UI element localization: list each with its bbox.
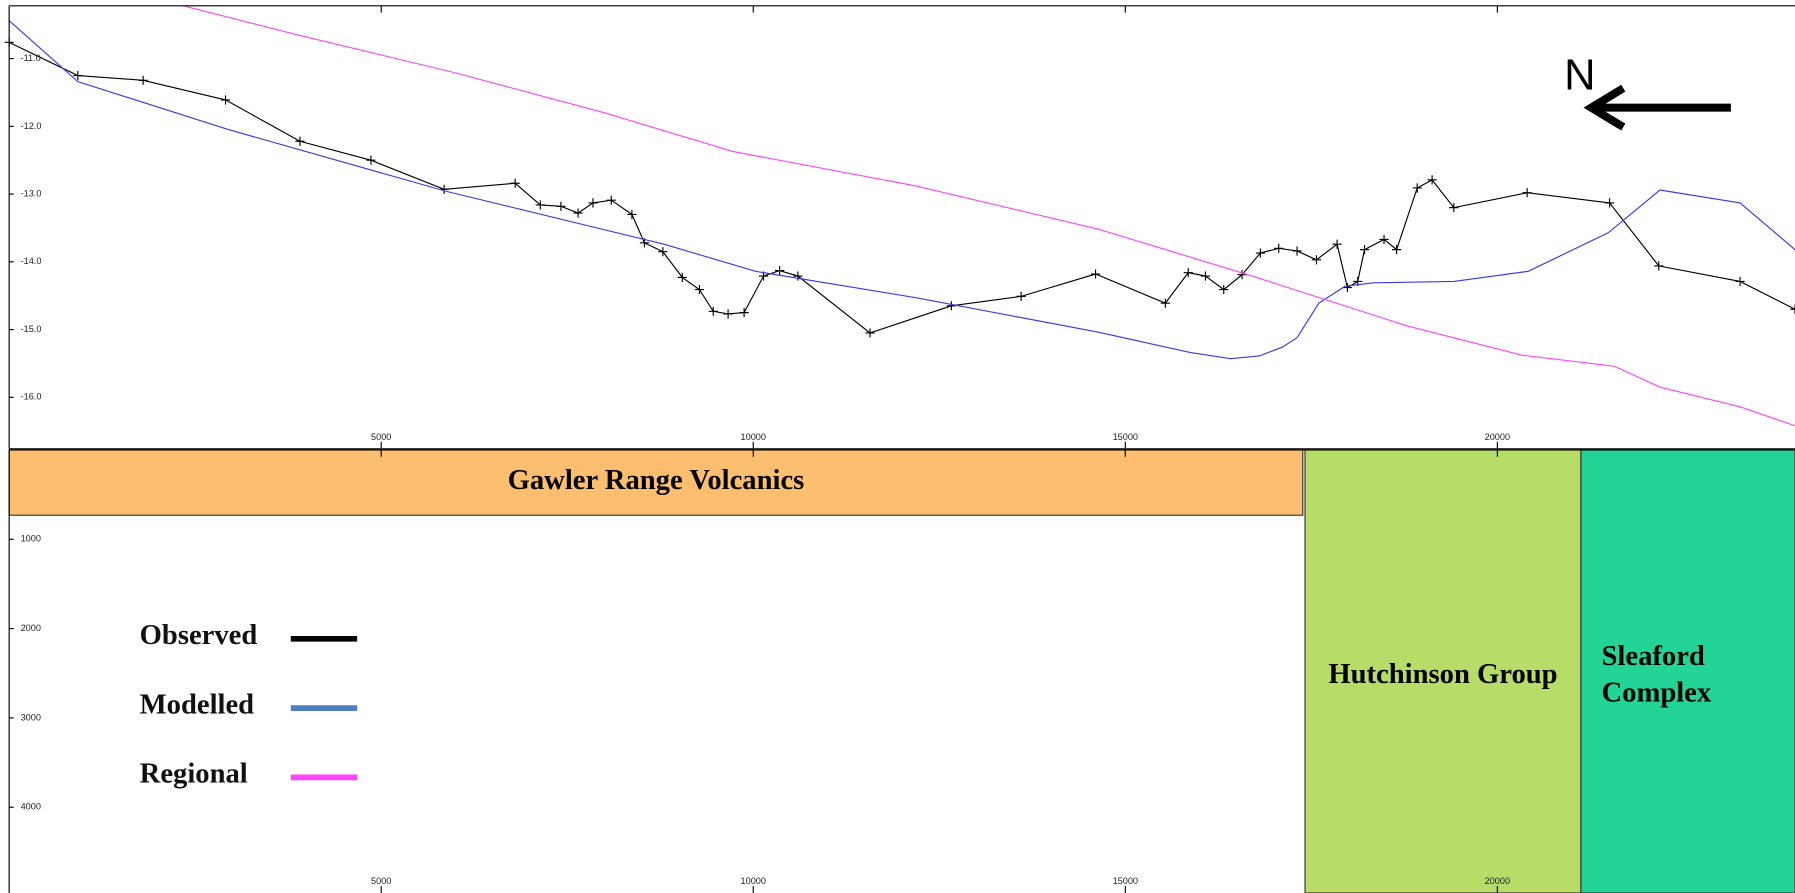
body-label: Gawler Range Volcanics bbox=[508, 465, 805, 496]
panel-section: Gawler Range Volcanics Hutchinson Group Sl… bbox=[8, 449, 1795, 893]
body-label: Sleaford bbox=[1602, 641, 1705, 672]
data-marker bbox=[1274, 243, 1284, 253]
legend-label: Regional bbox=[140, 759, 248, 790]
data-marker bbox=[1735, 276, 1745, 287]
data-marker bbox=[1200, 271, 1211, 281]
y-tick-label: -12.0 bbox=[21, 121, 42, 131]
data-marker bbox=[865, 328, 875, 338]
x-tick-label: 15000 bbox=[1113, 876, 1138, 886]
data-marker bbox=[1654, 261, 1664, 271]
data-marker bbox=[1237, 270, 1247, 280]
data-marker bbox=[138, 75, 148, 85]
data-marker bbox=[1016, 291, 1026, 301]
data-marker bbox=[1090, 269, 1101, 279]
north-label: N bbox=[1564, 51, 1595, 99]
y-tick-label: -13.0 bbox=[21, 189, 42, 199]
series-line bbox=[8, 41, 1795, 334]
data-marker bbox=[739, 308, 749, 318]
data-marker bbox=[1522, 188, 1532, 198]
data-marker bbox=[793, 271, 803, 281]
series-line bbox=[182, 5, 1795, 427]
data-marker bbox=[1255, 248, 1265, 258]
arrow-head bbox=[1583, 84, 1626, 131]
y-tick-label: 3000 bbox=[21, 712, 41, 722]
data-marker bbox=[627, 209, 637, 219]
data-marker bbox=[1183, 268, 1193, 278]
x-tick-label: 10000 bbox=[741, 432, 766, 442]
y-tick-label: -15.0 bbox=[21, 324, 42, 334]
data-marker bbox=[1427, 175, 1437, 185]
data-marker bbox=[1332, 239, 1342, 249]
data-marker bbox=[1604, 198, 1615, 208]
geologic-body bbox=[8, 449, 1304, 516]
data-marker bbox=[1342, 282, 1353, 293]
data-marker bbox=[1449, 203, 1459, 213]
data-marker bbox=[1412, 183, 1422, 193]
data-marker bbox=[658, 247, 668, 257]
data-marker bbox=[723, 309, 733, 319]
data-marker bbox=[1392, 245, 1402, 255]
x-tick-label: 20000 bbox=[1485, 876, 1510, 886]
data-marker bbox=[1219, 285, 1229, 295]
data-marker bbox=[1379, 234, 1389, 245]
data-marker bbox=[708, 306, 718, 316]
data-marker bbox=[556, 201, 566, 211]
legend-label: Observed bbox=[140, 620, 258, 651]
x-tick-label: 5000 bbox=[371, 876, 391, 886]
y-tick-label: 1000 bbox=[21, 534, 41, 544]
y-tick-label: -14.0 bbox=[21, 256, 42, 266]
y-tick-label: -11.0 bbox=[21, 53, 41, 63]
panel-line: -11.0 -12.0 -13.0 -14.0 -15.0 -16.0 5000 10000 1… bbox=[4, 5, 1795, 450]
data-marker bbox=[510, 178, 520, 188]
y-tick-label: 2000 bbox=[21, 623, 41, 633]
north-arrow: N bbox=[1564, 51, 1731, 131]
data-marker bbox=[946, 301, 956, 311]
x-tick-label: 20000 bbox=[1485, 432, 1510, 442]
y-tick-label: 4000 bbox=[21, 802, 41, 812]
data-marker bbox=[1790, 304, 1795, 314]
data-marker bbox=[295, 136, 305, 146]
series-line bbox=[8, 20, 1795, 360]
data-marker bbox=[694, 285, 705, 295]
data-marker bbox=[1160, 298, 1170, 308]
body-label: Complex bbox=[1602, 677, 1712, 708]
data-marker bbox=[1292, 246, 1302, 256]
data-marker bbox=[588, 198, 598, 208]
data-marker bbox=[606, 195, 616, 205]
data-marker bbox=[573, 208, 583, 218]
data-marker bbox=[220, 95, 231, 105]
data-marker bbox=[775, 266, 785, 276]
x-tick-label: 5000 bbox=[371, 432, 391, 442]
body-label: Hutchinson Group bbox=[1328, 659, 1557, 690]
data-marker bbox=[1311, 255, 1322, 265]
data-marker bbox=[73, 70, 83, 81]
y-tick-label: -16.0 bbox=[21, 392, 42, 402]
data-marker bbox=[1359, 245, 1370, 255]
geologic-body bbox=[1304, 449, 1582, 893]
data-marker bbox=[677, 272, 687, 282]
data-marker bbox=[366, 155, 376, 165]
data-marker bbox=[535, 200, 545, 210]
legend-label: Modelled bbox=[140, 689, 255, 720]
x-tick-label: 10000 bbox=[741, 876, 766, 886]
x-tick-label: 15000 bbox=[1113, 432, 1138, 442]
